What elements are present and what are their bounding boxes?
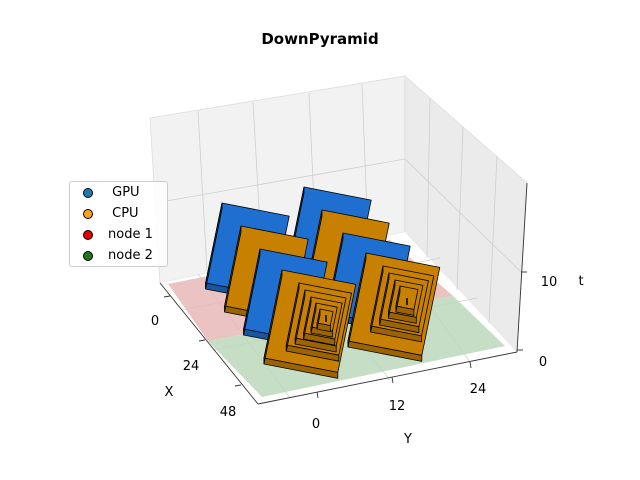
x-tick-label: 48 xyxy=(220,405,237,420)
axis-edges xyxy=(159,182,528,405)
legend-item-cpu: CPU xyxy=(70,205,169,225)
y-axis-label: Y xyxy=(403,432,412,447)
bar-cpu-c-slab-2-side xyxy=(294,289,306,345)
bar-cpu-c-slab-1-side xyxy=(285,282,300,352)
legend: GPU CPU node 1 node 2 xyxy=(69,181,168,267)
bar-cpu-a-side xyxy=(224,225,242,313)
legend-marker-node1 xyxy=(83,230,93,240)
tick-labels: 0 24 48 0 12 24 0 10 xyxy=(151,275,557,432)
bar-cpu-c-slab-5-side xyxy=(316,308,321,330)
legend-label-cpu: CPU xyxy=(108,206,139,221)
z-tick-label: 10 xyxy=(541,275,558,290)
bar-gpu-a-side xyxy=(205,202,223,290)
legend-marker-node2 xyxy=(83,251,93,261)
y-tick-label: 24 xyxy=(470,382,487,397)
legend-item-gpu: GPU xyxy=(70,184,169,204)
bar-cpu-d-slab-3-side xyxy=(387,279,396,319)
x-axis-label: X xyxy=(165,385,174,400)
chart-title: DownPyramid xyxy=(261,30,379,48)
z-tick-label: 0 xyxy=(539,355,547,370)
x-tick-label: 24 xyxy=(183,359,200,374)
y-tick-label: 12 xyxy=(389,399,406,414)
z-axis-label: t xyxy=(578,274,583,289)
legend-label-node1: node 1 xyxy=(108,227,153,242)
bars-group xyxy=(205,186,441,379)
bar-cpu-c-slab-3-side xyxy=(303,296,312,340)
legend-item-node2: node 2 xyxy=(70,247,169,267)
bar-cpu-c-slab-4-side xyxy=(310,302,317,334)
x-tick-label: 0 xyxy=(151,314,159,329)
legend-label-node2: node 2 xyxy=(108,248,153,263)
axis-ticks xyxy=(163,271,527,399)
bar-cpu-d-slab-1-side xyxy=(370,265,384,333)
legend-marker-gpu xyxy=(83,188,93,198)
legend-marker-cpu xyxy=(83,209,93,219)
bar-cpu-d-slab-0-side xyxy=(347,252,367,348)
bar-cpu-c-slab-0-side xyxy=(263,269,283,365)
bar-cpu-d-slab-4-side xyxy=(395,285,401,313)
y-tick-label: 0 xyxy=(312,417,320,432)
bar-gpu-c-side xyxy=(243,248,261,336)
legend-item-node1: node 1 xyxy=(70,226,169,246)
legend-label-gpu: GPU xyxy=(108,185,140,200)
bar-cpu-d-slab-2-side xyxy=(379,272,390,326)
axis-labels: X Y t xyxy=(165,274,584,447)
